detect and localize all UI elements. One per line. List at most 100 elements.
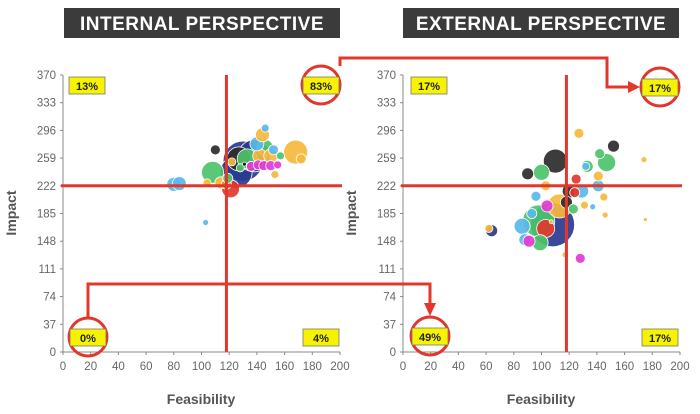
- external-bubble: [581, 161, 591, 171]
- internal-chart-title: INTERNAL PERSPECTIVE: [80, 14, 324, 35]
- internal-bubble: [235, 163, 245, 173]
- external-x-tick-label: 200: [670, 361, 689, 373]
- external-perspective-chart: EXTERNAL PERSPECTIVE 0 37 74 111 148 185 222 25…: [343, 8, 690, 407]
- external-quadrant-top-right: 17%: [639, 66, 681, 108]
- internal-x-tick-label: 20: [84, 361, 97, 373]
- external-bubble: [594, 148, 606, 160]
- external-bubble: [580, 200, 589, 210]
- external-bubble: [533, 163, 550, 181]
- top-callout-connector: [338, 56, 636, 89]
- internal-x-tick-label: 80: [167, 361, 180, 373]
- external-bubble: [607, 139, 620, 153]
- internal-bubble: [295, 153, 307, 165]
- external-bubble: [640, 156, 648, 163]
- external-bubble: [592, 170, 604, 182]
- internal-y-tick-label: 148: [37, 236, 56, 248]
- external-x-ticks: 0 20 40 60 80 100 120 140 160 180 200: [400, 352, 690, 373]
- internal-x-tick-label: 60: [140, 361, 153, 373]
- internal-x-tick-label: 100: [192, 361, 211, 373]
- internal-pct-bottom-left: 0%: [80, 333, 96, 345]
- internal-y-axis-label: Impact: [3, 190, 19, 235]
- internal-x-tick-label: 180: [303, 361, 322, 373]
- comparison-callouts: [86, 56, 640, 317]
- external-y-ticks: 0 37 74 111 148 185 222 259 296 333 370: [377, 70, 403, 359]
- internal-x-tick-label: 200: [330, 361, 349, 373]
- external-pct-top-left: 17%: [418, 81, 440, 93]
- external-y-tick-label: 37: [383, 319, 396, 331]
- internal-y-tick-label: 296: [37, 125, 56, 137]
- internal-bubble: [273, 160, 283, 170]
- internal-pct-box-top-left: [68, 76, 106, 95]
- internal-bubble: [260, 123, 270, 133]
- external-bubble: [642, 217, 648, 222]
- internal-pct-box-bottom-right: [302, 328, 340, 347]
- external-chart-title: EXTERNAL PERSPECTIVE: [416, 14, 666, 35]
- internal-quadrant-bottom-right: 4%: [302, 328, 340, 347]
- external-pct-bottom-right: 17%: [649, 333, 671, 345]
- bottom-callout-connector: [86, 282, 432, 317]
- external-y-tick-label: 222: [377, 181, 396, 193]
- external-x-tick-label: 120: [560, 361, 579, 373]
- external-pct-box-top-left: [410, 76, 448, 95]
- external-highlight-ring-bottom-left: [409, 315, 451, 357]
- external-x-tick-label: 20: [424, 361, 437, 373]
- external-x-axis-label: Feasibility: [507, 391, 576, 407]
- external-bubble: [573, 127, 585, 139]
- external-bubble: [589, 203, 597, 211]
- internal-y-tick-label: 185: [37, 209, 56, 221]
- external-bubble: [526, 208, 538, 219]
- internal-x-tick-label: 140: [247, 361, 266, 373]
- internal-y-tick-label: 370: [37, 70, 56, 82]
- external-x-tick-label: 180: [643, 361, 662, 373]
- internal-bubble: [171, 176, 187, 191]
- external-y-tick-label: 259: [377, 153, 396, 165]
- internal-y-tick-label: 0: [50, 347, 56, 359]
- external-bubble: [570, 173, 582, 185]
- external-x-tick-label: 60: [480, 361, 493, 373]
- internal-y-tick-label: 74: [43, 292, 56, 304]
- external-pct-bottom-left: 49%: [419, 332, 441, 344]
- external-bubble: [601, 211, 609, 219]
- external-x-tick-label: 80: [507, 361, 520, 373]
- internal-x-tick-label: 0: [60, 361, 66, 373]
- internal-bubble: [276, 151, 285, 161]
- top-callout-arrowhead: [628, 81, 640, 93]
- internal-bubble: [268, 144, 279, 156]
- internal-quadrant-top-right: 83%: [300, 64, 342, 106]
- external-y-tick-label: 333: [377, 98, 396, 110]
- external-bubble: [522, 234, 536, 248]
- internal-pct-bottom-right: 4%: [313, 333, 329, 345]
- external-x-tick-label: 160: [615, 361, 634, 373]
- external-pct-box-top-right: [641, 78, 679, 97]
- internal-highlight-ring-top-right: [300, 64, 342, 106]
- external-highlight-ring-top-right: [639, 66, 681, 108]
- external-y-axis-label: Impact: [343, 190, 359, 235]
- external-title-banner: [403, 8, 679, 38]
- internal-pct-top-right: 83%: [310, 81, 332, 93]
- bottom-callout-arrowhead: [424, 303, 436, 316]
- internal-y-tick-label: 222: [37, 181, 56, 193]
- internal-bubble: [242, 161, 247, 167]
- internal-y-tick-label: 37: [43, 319, 56, 331]
- external-bubble: [521, 167, 535, 181]
- internal-title-banner: [64, 8, 340, 38]
- external-quadrant-bottom-left: 49%: [409, 315, 451, 357]
- internal-y-tick-label: 333: [37, 98, 56, 110]
- external-quadrant-bottom-right: 17%: [641, 328, 679, 347]
- external-bubble: [548, 219, 554, 225]
- internal-y-tick-label: 259: [37, 153, 56, 165]
- external-pct-top-right: 17%: [649, 83, 671, 95]
- internal-pct-box-bottom-left: [69, 328, 107, 347]
- external-bubble: [513, 217, 531, 235]
- internal-quadrant-top-left: 13%: [68, 76, 106, 95]
- external-y-tick-label: 74: [383, 292, 396, 304]
- internal-y-tick-label: 111: [39, 264, 56, 276]
- internal-pct-top-left: 13%: [76, 81, 98, 93]
- external-pct-box-bottom-left: [411, 327, 449, 346]
- external-y-tick-label: 185: [377, 209, 396, 221]
- internal-quadrant-bottom-left: 0%: [67, 316, 109, 358]
- external-y-tick-label: 0: [390, 347, 396, 359]
- external-bubble: [569, 187, 581, 198]
- internal-bubble: [270, 170, 280, 179]
